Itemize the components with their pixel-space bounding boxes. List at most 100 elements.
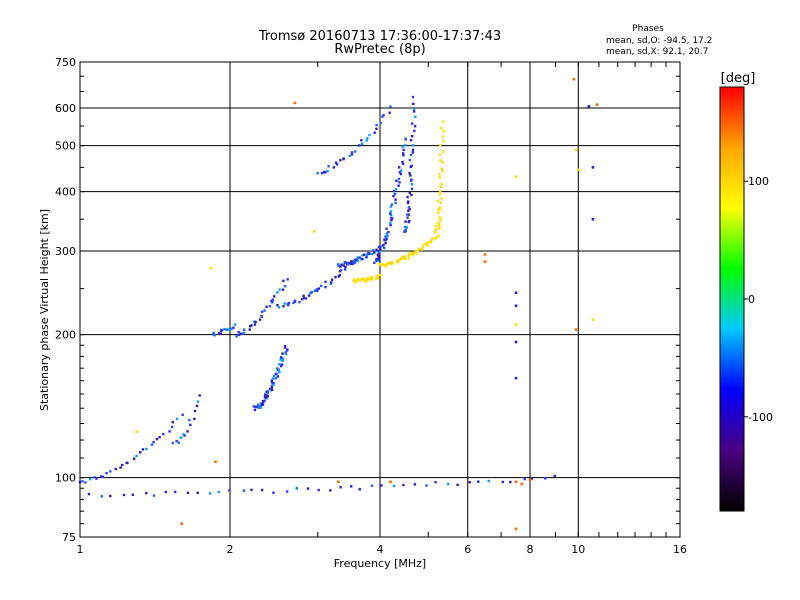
data-point-o: [392, 194, 395, 198]
data-point-o: [100, 495, 104, 498]
data-point-o: [406, 195, 409, 199]
data-point-x: [440, 167, 444, 171]
data-point-o: [276, 291, 279, 294]
data-point-o: [266, 391, 270, 394]
data-point-x: [390, 263, 393, 266]
data-point-o: [384, 235, 387, 238]
data-point-o: [337, 264, 340, 267]
data-point-x: [367, 278, 371, 281]
data-point-o: [310, 290, 314, 294]
data-point-x: [415, 252, 418, 255]
data-point-o: [93, 476, 96, 479]
data-point-o: [258, 318, 262, 321]
data-point-x: [438, 176, 441, 179]
data-point-o: [324, 285, 327, 289]
data-point-x: [412, 252, 415, 255]
data-point-o: [295, 487, 298, 490]
data-point-o: [358, 488, 361, 491]
data-point-o: [329, 282, 333, 285]
x-tick-label: 10: [571, 543, 585, 556]
data-point-o: [101, 475, 104, 478]
data-point-o: [370, 252, 373, 256]
data-point-o: [218, 331, 221, 335]
data-point-o: [265, 397, 269, 400]
data-point-x: [439, 144, 442, 147]
data-point-o: [281, 352, 284, 355]
data-point-x: [403, 255, 407, 258]
data-point-o: [195, 404, 199, 408]
data-point-o: [278, 363, 281, 366]
data-point-o: [264, 393, 267, 396]
colorbar-label: [deg]: [721, 71, 756, 86]
data-point-x: [422, 243, 425, 247]
data-point-o: [377, 251, 381, 254]
data-point-other: [180, 522, 184, 525]
data-point-o: [286, 278, 289, 281]
data-point-o: [412, 144, 415, 147]
data-point-o: [394, 201, 397, 205]
data-point-o: [487, 479, 490, 483]
data-point-o: [181, 413, 184, 417]
data-point-x: [410, 253, 414, 256]
data-point-o: [345, 263, 349, 266]
data-point-o: [360, 142, 364, 145]
data-point-o: [434, 481, 437, 484]
data-point-x: [436, 222, 440, 225]
data-point-o: [316, 172, 319, 175]
data-point-o: [406, 201, 410, 205]
data-point-o: [232, 326, 235, 329]
y-tick-label: 300: [55, 245, 76, 258]
data-point-x: [384, 265, 387, 268]
data-point-o: [389, 221, 392, 225]
data-point-o: [368, 133, 371, 137]
data-point-o: [330, 278, 334, 281]
data-point-o: [132, 457, 136, 460]
data-point-o: [266, 394, 269, 398]
data-point-o: [343, 260, 347, 264]
data-point-o: [340, 263, 343, 266]
data-point-o: [397, 184, 400, 187]
y-tick-label: 400: [55, 186, 76, 199]
data-point-o: [324, 171, 327, 174]
data-point-o: [253, 408, 257, 412]
data-point-o: [400, 169, 403, 172]
data-point-x: [434, 228, 438, 231]
data-point-o: [227, 328, 230, 331]
data-point-o: [315, 288, 318, 291]
data-point-o: [145, 491, 148, 495]
data-point-o: [283, 346, 287, 349]
data-point-o: [155, 437, 159, 441]
data-point-o: [408, 191, 411, 195]
data-point-o: [366, 137, 369, 140]
data-point-o: [316, 289, 319, 292]
data-point-o: [358, 144, 361, 147]
data-point-o: [456, 483, 459, 487]
data-point-o: [338, 274, 341, 277]
data-point-o: [281, 357, 285, 360]
y-tick-labels: 75 100 200 300 400 500 600 750: [55, 56, 76, 544]
data-point-o: [389, 105, 392, 108]
data-point-o: [412, 102, 415, 106]
data-point-o: [335, 163, 339, 166]
x-tick-label: 8: [527, 543, 534, 556]
data-point-o: [468, 480, 471, 484]
data-point-o: [84, 481, 87, 484]
data-point-o: [265, 305, 268, 309]
data-point-o: [339, 159, 342, 162]
data-point-o: [272, 374, 276, 378]
data-point-o: [150, 443, 154, 446]
plot-frame: [79, 61, 681, 538]
data-point-o: [263, 309, 266, 312]
data-point-o: [390, 213, 393, 217]
data-point-x: [424, 242, 428, 245]
data-point-o: [344, 265, 347, 269]
data-point-o: [376, 253, 380, 257]
data-point-o: [327, 164, 330, 168]
data-point-o: [162, 432, 165, 436]
data-point-x: [396, 261, 400, 264]
data-point-x: [383, 263, 386, 267]
data-point-x: [441, 169, 444, 173]
data-point-o: [95, 477, 98, 480]
data-point-x: [440, 127, 443, 130]
